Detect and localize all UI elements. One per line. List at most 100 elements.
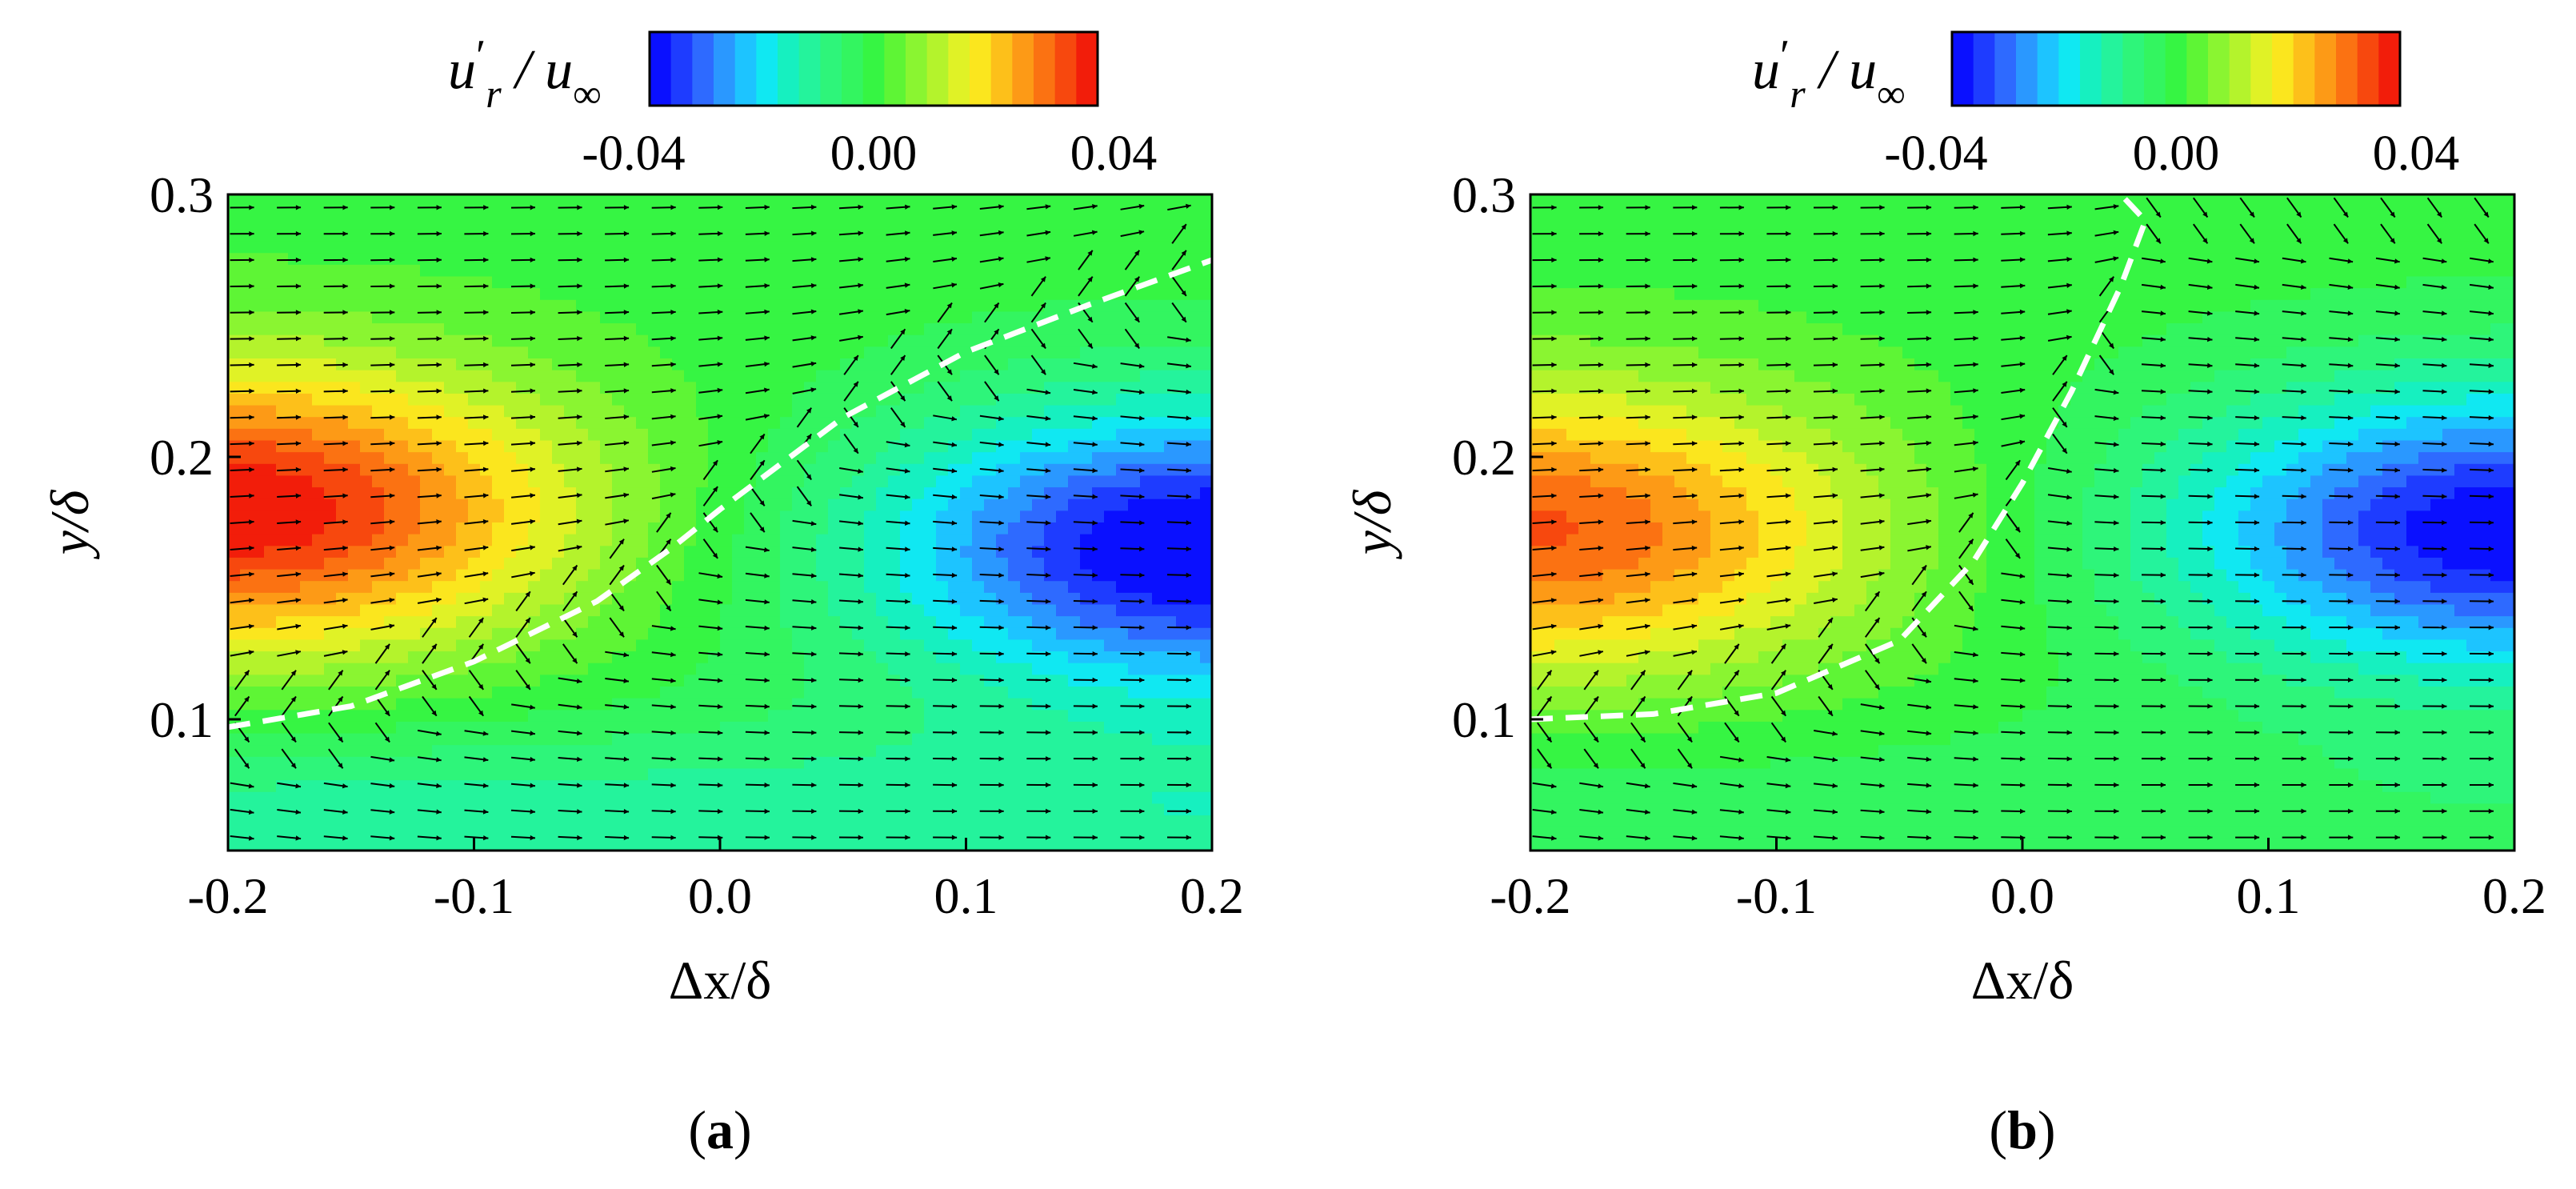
- contour-cell: [828, 346, 841, 359]
- contour-cell: [1188, 299, 1201, 313]
- contour-cell: [1164, 745, 1177, 758]
- vector-arrow-head: [436, 414, 442, 420]
- contour-cell: [948, 522, 961, 535]
- contour-cell: [456, 370, 469, 383]
- contour-cell: [396, 616, 409, 629]
- contour-cell: [468, 475, 481, 488]
- contour-cell: [780, 510, 793, 523]
- contour-cell: [768, 428, 781, 442]
- contour-cell: [420, 639, 433, 652]
- contour-cell: [1056, 745, 1069, 758]
- contour-cell: [264, 639, 277, 652]
- contour-cell: [1032, 475, 1045, 488]
- contour-cell: [300, 463, 313, 477]
- contour-cell: [504, 651, 517, 664]
- contour-cell: [1152, 569, 1165, 582]
- contour-cell: [396, 663, 409, 676]
- contour-cell: [804, 639, 817, 652]
- contour-cell: [1140, 627, 1153, 641]
- vector-arrow-head: [431, 618, 437, 623]
- contour-cell: [984, 616, 997, 629]
- contour-cell: [1080, 839, 1093, 851]
- contour-cell: [756, 687, 769, 699]
- contour-cell: [900, 639, 913, 652]
- vector-arrow-head: [483, 362, 489, 368]
- contour-cell: [1068, 382, 1081, 394]
- contour-cell: [972, 745, 985, 758]
- contour-cell: [1200, 218, 1212, 230]
- contour-cell: [972, 417, 985, 430]
- contour-cell: [264, 756, 277, 770]
- contour-cell: [900, 358, 913, 371]
- contour-cell: [588, 463, 601, 477]
- contour-cell: [1080, 417, 1093, 430]
- contour-cell: [1116, 698, 1129, 711]
- contour-cell: [1128, 815, 1141, 828]
- contour-cell: [888, 592, 901, 606]
- contour-cell: [564, 791, 577, 805]
- contour-cell: [624, 780, 637, 793]
- contour-cell: [780, 710, 793, 723]
- contour-cell: [228, 675, 241, 687]
- contour-cell: [312, 581, 325, 594]
- contour-cell: [612, 639, 625, 652]
- contour-cell: [780, 663, 793, 676]
- contour-cell: [768, 592, 781, 606]
- contour-cell: [516, 768, 529, 781]
- contour-cell: [1008, 487, 1021, 500]
- contour-cell: [288, 604, 301, 617]
- contour-cell: [672, 675, 685, 687]
- contour-cell: [684, 581, 697, 594]
- contour-cell: [396, 288, 409, 301]
- contour-cell: [972, 323, 985, 336]
- contour-cell: [336, 334, 349, 348]
- contour-cell: [324, 710, 337, 723]
- contour-cell: [876, 522, 889, 535]
- contour-cell: [744, 768, 757, 781]
- contour-cell: [1080, 346, 1093, 359]
- contour-cell: [276, 452, 289, 465]
- contour-cell: [1056, 756, 1069, 770]
- contour-cell: [1176, 675, 1189, 687]
- contour-cell: [948, 815, 961, 828]
- contour-cell: [480, 675, 493, 687]
- contour-cell: [324, 206, 337, 219]
- contour-cell: [540, 206, 553, 219]
- contour-cell: [564, 522, 577, 535]
- contour-cell: [516, 756, 529, 770]
- contour-cell: [288, 803, 301, 816]
- contour-cell: [600, 510, 613, 523]
- contour-cell: [528, 417, 541, 430]
- contour-cell: [336, 229, 349, 242]
- contour-cell: [1116, 382, 1129, 394]
- contour-cell: [408, 604, 421, 617]
- contour-cell: [768, 299, 781, 313]
- contour-cell: [1092, 534, 1105, 547]
- contour-cell: [624, 194, 637, 207]
- contour-cell: [816, 498, 829, 512]
- contour-cell: [504, 698, 517, 711]
- contour-cell: [612, 498, 625, 512]
- contour-cell: [840, 687, 853, 699]
- contour-cell: [696, 687, 709, 699]
- contour-cell: [900, 510, 913, 523]
- contour-cell: [684, 803, 697, 816]
- contour-cell: [792, 827, 805, 840]
- contour-cell: [864, 323, 877, 336]
- contour-cell: [1020, 229, 1033, 242]
- contour-cell: [576, 791, 589, 805]
- contour-cell: [1152, 346, 1165, 359]
- contour-cell: [516, 627, 529, 641]
- contour-cell: [324, 557, 337, 570]
- contour-cell: [912, 417, 925, 430]
- contour-cell: [1116, 780, 1129, 793]
- contour-cell: [804, 581, 817, 594]
- contour-cell: [852, 815, 865, 828]
- contour-cell: [996, 710, 1009, 723]
- contour-cell: [876, 710, 889, 723]
- contour-cell: [420, 194, 433, 207]
- contour-cell: [1176, 639, 1189, 652]
- contour-cell: [600, 370, 613, 383]
- contour-cell: [312, 651, 325, 664]
- contour-cell: [804, 311, 817, 324]
